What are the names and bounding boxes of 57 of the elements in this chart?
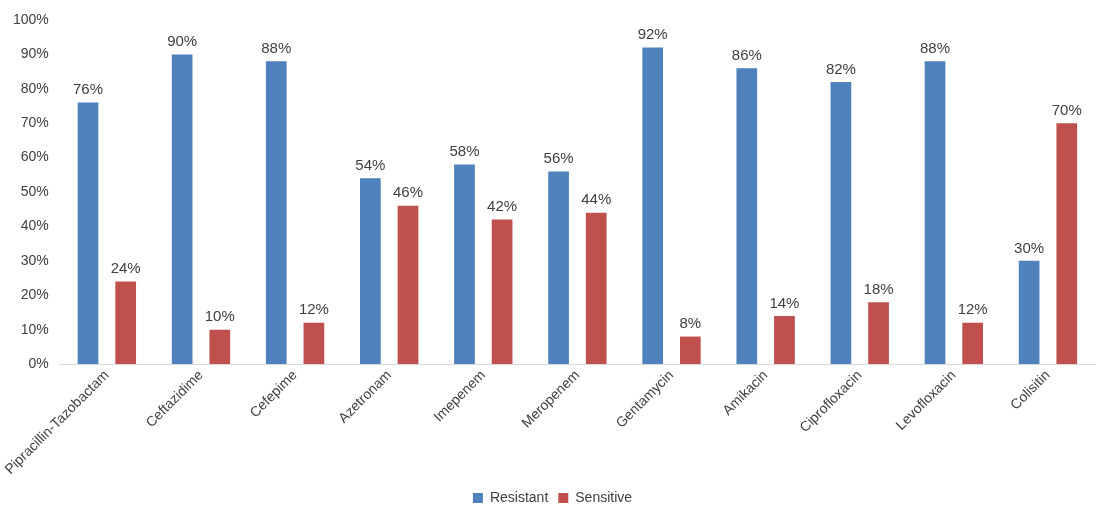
bar [548, 171, 569, 365]
data-label: 8% [679, 314, 702, 332]
y-tick-label: 50% [20, 182, 49, 199]
bar [774, 315, 795, 365]
data-label: 90% [167, 32, 198, 50]
bar [209, 329, 231, 365]
data-label: 70% [1051, 100, 1082, 118]
data-label: 12% [957, 300, 988, 318]
bar [1056, 123, 1078, 365]
bar [77, 102, 99, 365]
data-label: 30% [1014, 238, 1045, 256]
bar [397, 205, 419, 365]
data-label: 88% [920, 38, 951, 56]
bar [360, 178, 381, 365]
data-label: 58% [449, 142, 480, 160]
y-tick-label: 60% [20, 148, 49, 165]
bar [924, 61, 946, 365]
data-label: 46% [392, 183, 424, 201]
bar [454, 164, 475, 365]
y-tick-label: 100% [12, 10, 49, 27]
y-tick-label: 0% [28, 354, 49, 371]
bar [642, 47, 664, 365]
bar [830, 81, 852, 365]
bar [115, 281, 137, 365]
bar [962, 322, 984, 365]
data-label: 88% [261, 38, 292, 56]
y-tick-label: 80% [20, 79, 49, 96]
bar [265, 61, 287, 365]
y-tick-label: 40% [20, 217, 49, 234]
y-tick-label: 10% [20, 320, 49, 337]
y-tick-label: 20% [20, 286, 49, 303]
data-label: 54% [355, 155, 386, 173]
y-tick-label: 90% [20, 45, 49, 62]
bar [491, 219, 513, 365]
legend-label: Sensitive [575, 488, 633, 505]
data-label: 86% [731, 45, 762, 63]
bar [303, 322, 325, 365]
data-label: 44% [581, 190, 612, 208]
bar [736, 68, 758, 365]
data-label: 12% [298, 300, 329, 318]
legend-label: Resistant [489, 488, 549, 505]
y-tick-label: 70% [20, 114, 49, 131]
data-label: 10% [204, 307, 235, 325]
data-label: 82% [825, 59, 856, 77]
data-label: 76% [73, 80, 104, 98]
data-label: 92% [637, 25, 668, 43]
bar [171, 54, 193, 365]
bar [585, 212, 607, 365]
bar [868, 302, 889, 365]
y-tick-label: 30% [20, 251, 49, 268]
data-label: 14% [769, 293, 800, 311]
bar [1018, 260, 1040, 365]
data-label: 24% [110, 259, 141, 277]
data-label: 56% [543, 149, 574, 167]
data-label: 42% [487, 197, 518, 215]
bar [679, 336, 701, 365]
data-label: 18% [863, 279, 894, 297]
